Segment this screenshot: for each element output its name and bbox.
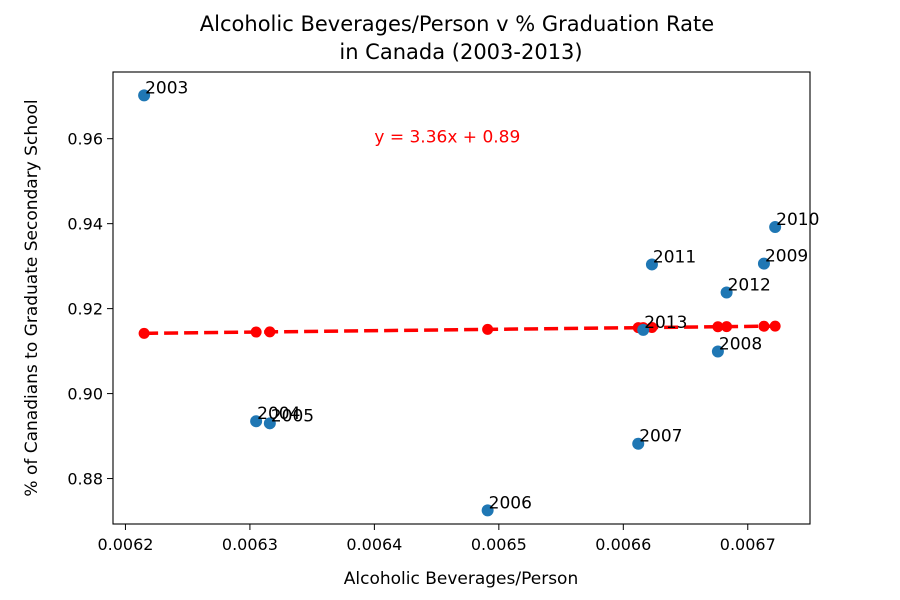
point-label: 2009 — [765, 247, 808, 267]
data-point — [720, 286, 733, 299]
data-point — [711, 345, 724, 358]
x-tick-label: 0.0066 — [595, 535, 651, 554]
point-label: 2013 — [644, 313, 687, 333]
regression-point — [721, 321, 733, 333]
regression-point — [769, 320, 781, 332]
x-tick-label: 0.0065 — [471, 535, 527, 554]
chart-title-line-2: in Canada (2003-2013) — [339, 40, 582, 64]
y-tick-label: 0.94 — [67, 215, 103, 234]
x-axis-label: Alcoholic Beverages/Person — [344, 569, 578, 589]
point-label: 2011 — [653, 247, 696, 267]
regression-point — [482, 323, 494, 335]
data-point — [769, 221, 782, 234]
chart-title-line-1: Alcoholic Beverages/Person v % Graduatio… — [200, 12, 714, 36]
y-tick-label: 0.92 — [67, 300, 103, 319]
point-label: 2004 — [257, 404, 300, 424]
data-point — [138, 89, 151, 102]
y-tick-label: 0.96 — [67, 130, 103, 149]
point-label: 2010 — [776, 210, 819, 230]
point-label: 2005 — [271, 406, 314, 426]
point-label: 2003 — [145, 78, 188, 98]
point-label: 2012 — [728, 275, 771, 295]
data-point — [263, 417, 276, 430]
point-label: 2008 — [719, 335, 762, 355]
data-point — [637, 323, 650, 336]
y-tick-label: 0.90 — [67, 385, 103, 404]
regression-point — [264, 326, 276, 338]
regression-point — [250, 326, 262, 338]
x-tick-label: 0.0063 — [222, 535, 278, 554]
regression-point — [758, 320, 770, 332]
data-point — [757, 257, 770, 270]
regression-point — [138, 327, 150, 339]
y-axis-label: % of Canadians to Graduate Secondary Sch… — [22, 99, 42, 496]
point-label: 2007 — [639, 427, 682, 447]
x-tick-label: 0.0064 — [346, 535, 402, 554]
data-point — [645, 258, 658, 271]
plot-frame — [112, 71, 811, 525]
y-tick-label: 0.88 — [67, 470, 103, 489]
plot-area — [112, 71, 811, 525]
data-point — [481, 504, 494, 517]
data-points-layer — [138, 89, 782, 517]
point-label: 2006 — [489, 493, 532, 513]
regression-point — [712, 321, 724, 333]
y-axis-ticks: 0.88 0.90 0.92 0.94 0.96 — [67, 130, 113, 489]
data-point — [632, 437, 645, 450]
x-axis-ticks: 0.0062 0.0063 0.0064 0.0065 0.0066 0.0067 — [97, 524, 776, 554]
x-tick-label: 0.0062 — [97, 535, 153, 554]
data-point — [250, 415, 263, 428]
regression-equation-annotation: y = 3.36x + 0.89 — [374, 128, 520, 148]
x-tick-label: 0.0067 — [720, 535, 776, 554]
